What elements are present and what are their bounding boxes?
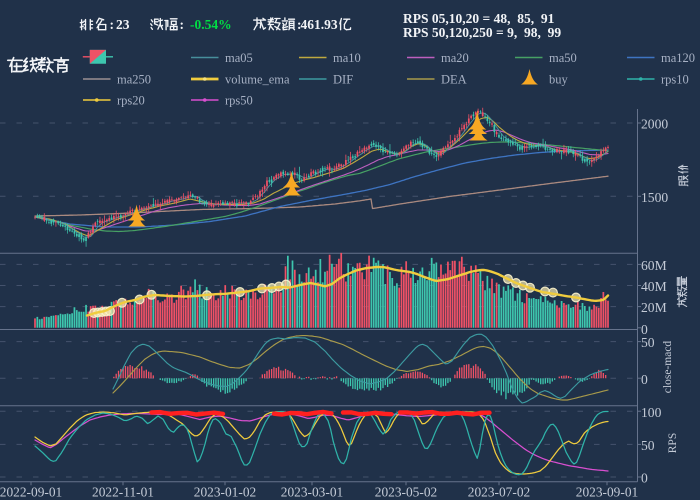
svg-text:close-macd: close-macd <box>662 341 674 394</box>
svg-text::: : <box>297 17 302 32</box>
svg-text:2023-09-01: 2023-09-01 <box>576 485 638 500</box>
svg-text:rps10: rps10 <box>661 72 689 86</box>
svg-text:2022-09-01: 2022-09-01 <box>0 485 62 500</box>
svg-text::: : <box>180 17 185 32</box>
svg-text:ma250: ma250 <box>117 72 151 86</box>
svg-text:DEA: DEA <box>441 72 467 86</box>
svg-text:0: 0 <box>641 372 648 387</box>
svg-text:buy: buy <box>549 72 569 86</box>
svg-text:2023-01-02: 2023-01-02 <box>194 485 256 500</box>
svg-text:2023-05-02: 2023-05-02 <box>375 485 437 500</box>
svg-text:rps50: rps50 <box>225 93 253 107</box>
svg-text:0: 0 <box>641 322 648 337</box>
svg-text:rps20: rps20 <box>117 93 145 107</box>
svg-text:RPS 50,120,250 = 9, 98, 99: RPS 50,120,250 = 9, 98, 99 <box>403 25 561 40</box>
svg-text:23: 23 <box>116 17 130 32</box>
svg-text:40M: 40M <box>641 279 667 294</box>
svg-text:ma50: ma50 <box>549 51 577 65</box>
svg-text:DIF: DIF <box>333 72 353 86</box>
svg-text:ma05: ma05 <box>225 51 253 65</box>
svg-text:1500: 1500 <box>641 190 668 205</box>
svg-text:ma20: ma20 <box>441 51 469 65</box>
svg-text::: : <box>110 17 115 32</box>
svg-text:100: 100 <box>641 405 662 420</box>
svg-text:0: 0 <box>641 471 648 486</box>
svg-text:-0.54%: -0.54% <box>190 17 232 32</box>
svg-text:60M: 60M <box>641 258 667 273</box>
svg-text:volume_ema: volume_ema <box>225 72 290 86</box>
svg-text:RPS: RPS <box>667 433 679 453</box>
svg-text:2023-03-01: 2023-03-01 <box>281 485 343 500</box>
svg-text:50: 50 <box>641 335 655 350</box>
svg-text:ma10: ma10 <box>333 51 361 65</box>
svg-text:2000: 2000 <box>641 117 668 132</box>
svg-text:50: 50 <box>641 438 655 453</box>
svg-text:2023-07-02: 2023-07-02 <box>468 485 530 500</box>
svg-text:ma120: ma120 <box>661 51 695 65</box>
svg-text:2022-11-01: 2022-11-01 <box>92 485 154 500</box>
svg-text:RPS 05,10,20 = 48, 85, 91: RPS 05,10,20 = 48, 85, 91 <box>403 11 555 26</box>
svg-text:20M: 20M <box>641 300 667 315</box>
svg-text:461.93: 461.93 <box>301 17 338 32</box>
